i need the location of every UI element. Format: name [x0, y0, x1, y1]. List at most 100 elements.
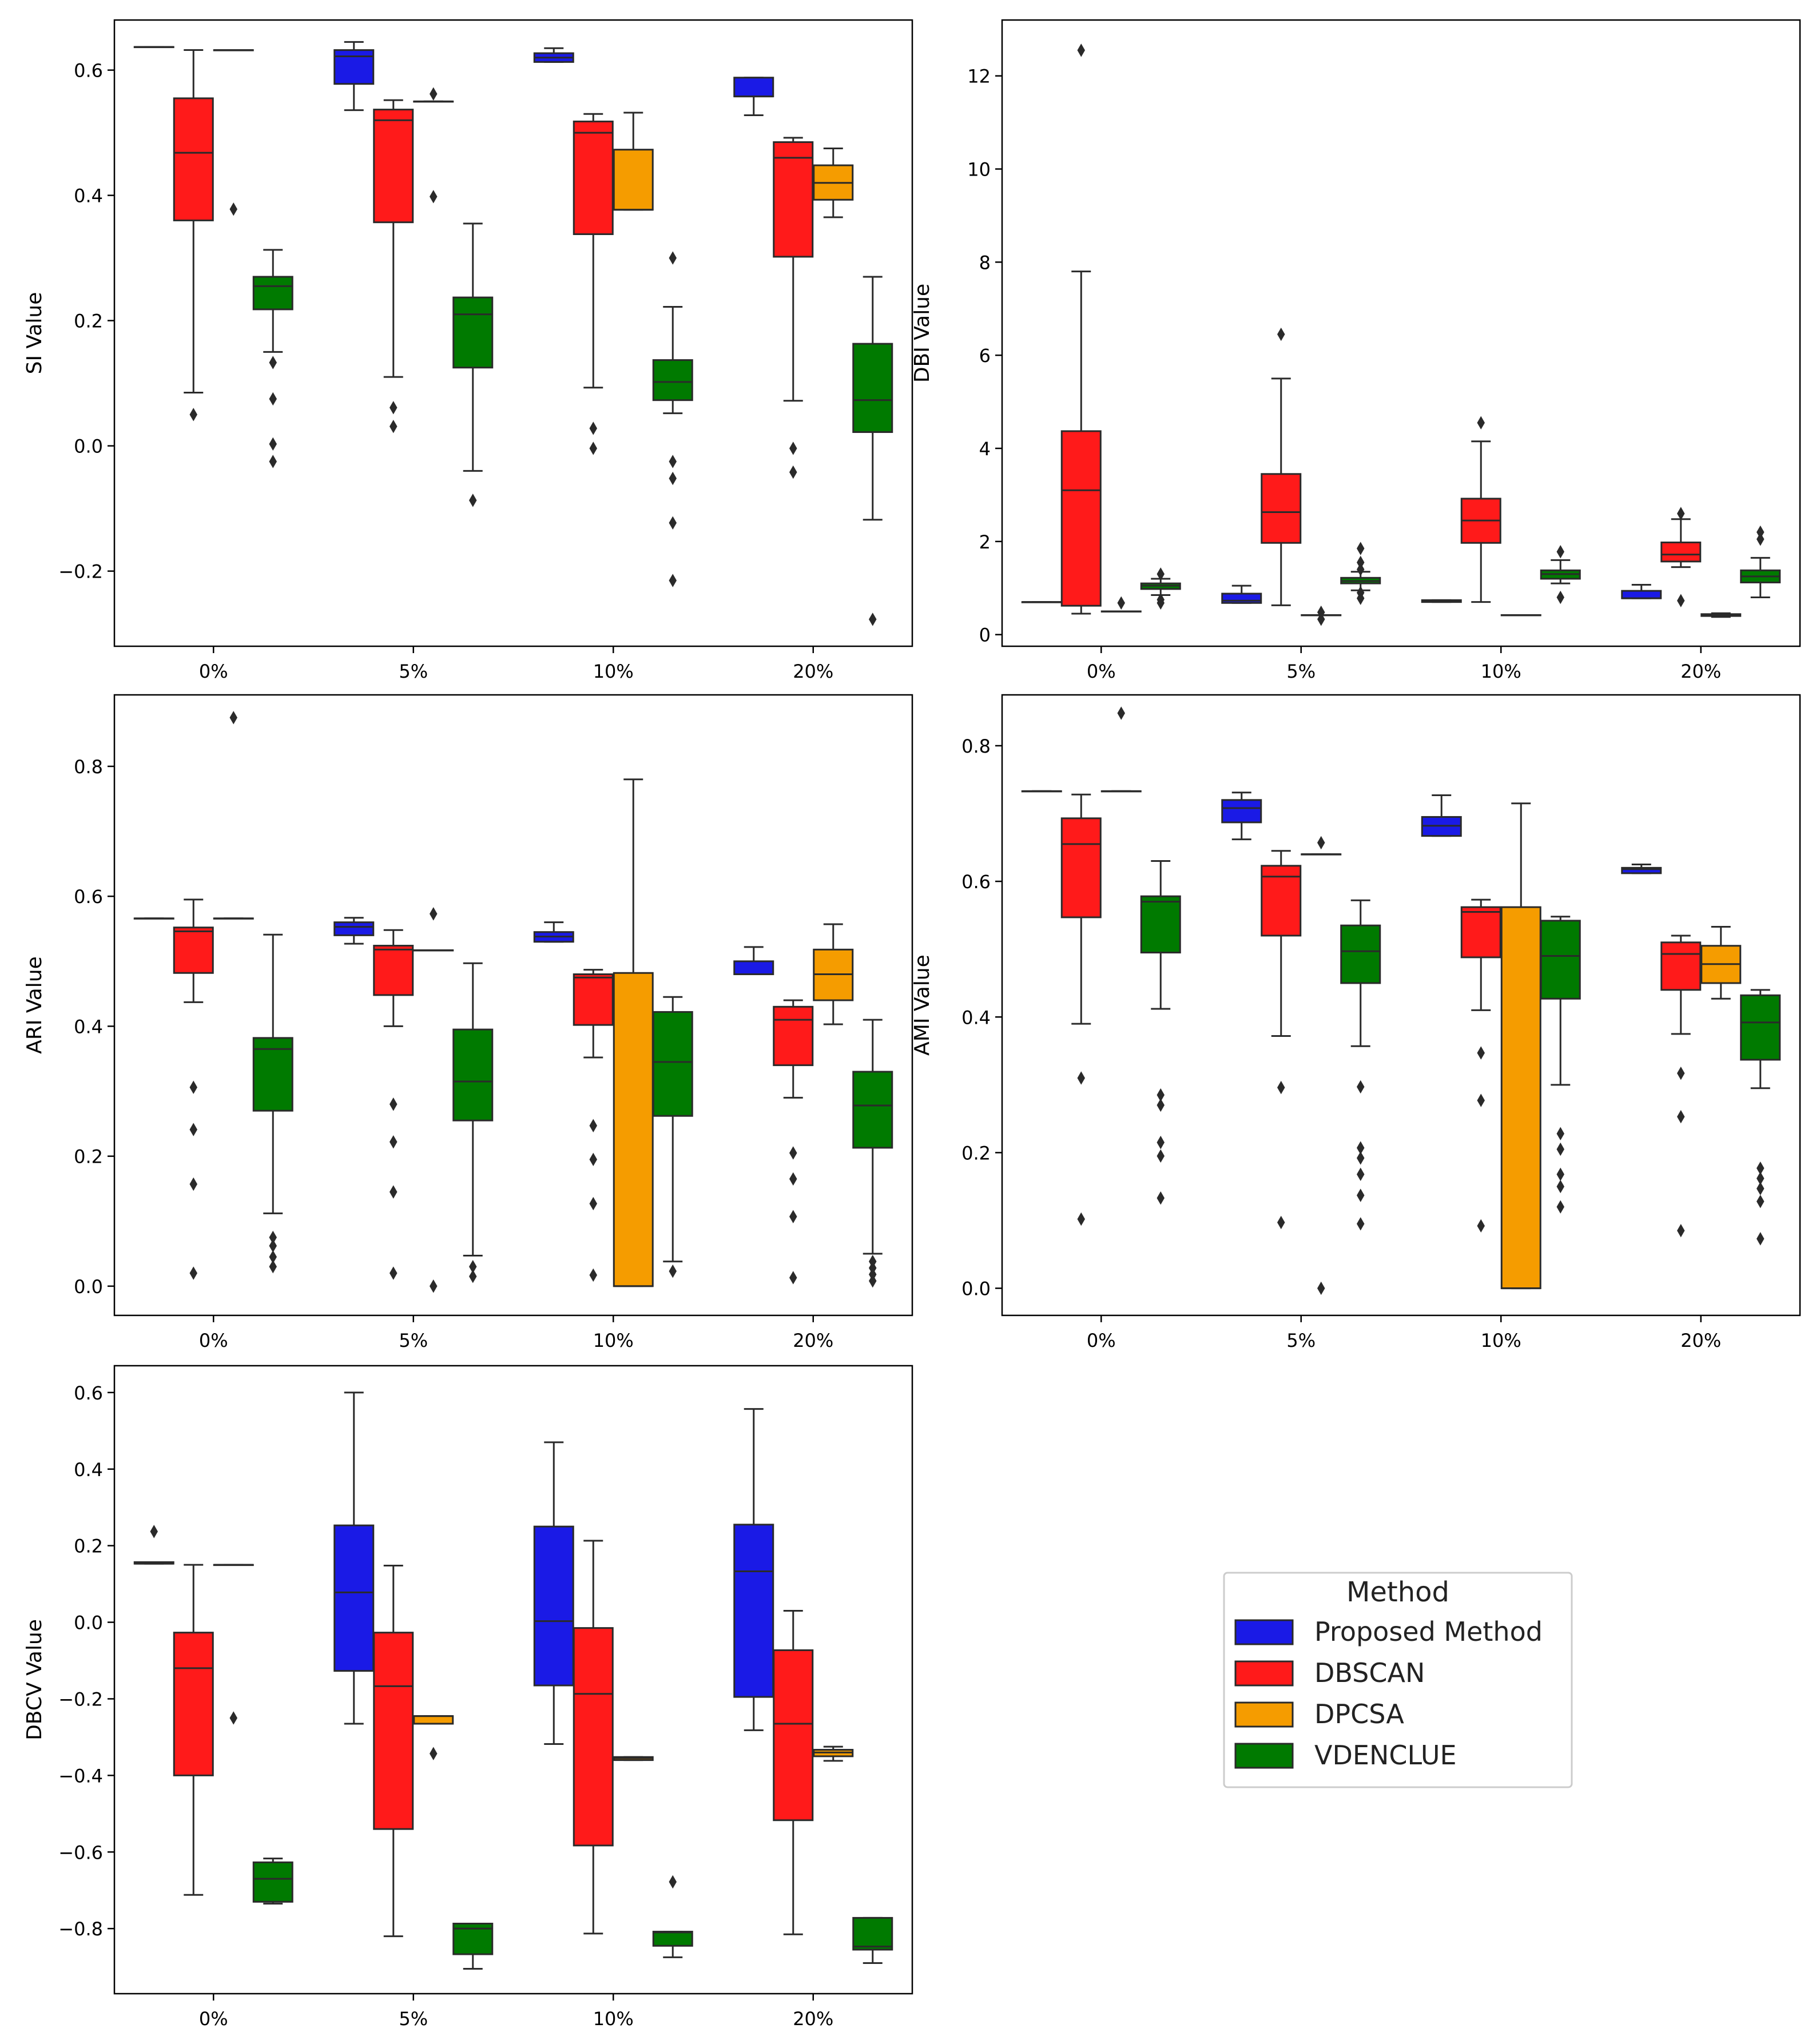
- outlier-point: [1277, 327, 1285, 341]
- box-vdenclue: [452, 222, 494, 507]
- y-tick-label: 0.2: [961, 1142, 991, 1164]
- x-tick-label: 0%: [199, 1330, 228, 1351]
- plot-frame: [1001, 694, 1801, 1317]
- box-proposed-method: [1221, 584, 1262, 604]
- x-tick-label: 5%: [1286, 661, 1316, 682]
- box-proposed-method: [533, 1441, 574, 1745]
- y-tick-label: 0.4: [74, 185, 103, 207]
- outlier-point: [1317, 605, 1325, 619]
- outlier-point: [269, 1230, 277, 1244]
- outlier-point: [669, 516, 677, 530]
- y-tick-label: 6: [979, 345, 991, 367]
- legend-swatch: [1234, 1619, 1294, 1645]
- box-iqr: [1660, 541, 1702, 563]
- outlier-point: [390, 1097, 398, 1111]
- outlier-point: [229, 202, 237, 216]
- box-iqr: [173, 1632, 214, 1776]
- box-proposed-method: [1221, 792, 1262, 841]
- x-tick-label: 20%: [793, 1330, 833, 1351]
- box-proposed-method: [1021, 790, 1062, 793]
- box-dpcsa: [413, 1715, 454, 1760]
- box-iqr: [452, 296, 494, 369]
- y-tick-label: 12: [967, 66, 991, 88]
- y-tick-label: −0.2: [58, 561, 103, 583]
- box-iqr: [652, 359, 693, 401]
- y-tick-label: 0: [979, 625, 991, 646]
- box-iqr: [373, 1632, 414, 1830]
- box-iqr: [613, 149, 654, 211]
- outlier-point: [1757, 1232, 1765, 1246]
- y-tick-label: 8: [979, 252, 991, 273]
- y-axis-label: DBCV Value: [23, 1619, 46, 1740]
- x-tick-label: 10%: [1481, 661, 1521, 682]
- outlier-point: [430, 190, 438, 204]
- box-dbscan: [573, 969, 614, 1282]
- outlier-point: [189, 1177, 197, 1191]
- outlier-point: [669, 471, 677, 486]
- box-iqr: [333, 921, 375, 936]
- box-iqr: [1460, 906, 1501, 959]
- chart-panel-4: 0.0 0.2 0.4 0.6 0.8 0% 5% 10% 20% AMI Value: [911, 694, 1801, 1351]
- outlier-point: [789, 442, 797, 455]
- box-iqr: [333, 49, 375, 85]
- box-dbscan: [173, 1564, 214, 1896]
- box-iqr: [852, 343, 893, 434]
- outlier-point: [589, 1119, 597, 1132]
- x-tick-label: 5%: [1286, 1330, 1316, 1351]
- outlier-point: [1677, 507, 1685, 520]
- box-proposed-method: [733, 946, 774, 976]
- outlier-point: [269, 392, 277, 406]
- plot-frame: [113, 694, 913, 1317]
- outlier-point: [390, 1185, 398, 1199]
- y-tick-label: 0.0: [961, 1278, 991, 1300]
- box-vdenclue: [1740, 525, 1781, 599]
- outlier-point: [469, 494, 477, 507]
- chart-panel-2: 0 2 4 6 8 10 12 0% 5% 10% 20% DBI Value: [911, 19, 1801, 682]
- legend-label: Proposed Method: [1314, 1616, 1543, 1647]
- box-iqr: [652, 1931, 693, 1947]
- box-iqr: [1540, 920, 1581, 1000]
- y-tick-label: 10: [967, 159, 991, 181]
- outlier-point: [1556, 1167, 1564, 1182]
- box-dpcsa: [413, 907, 454, 1293]
- box-vdenclue: [652, 1875, 693, 1958]
- box-vdenclue: [1140, 567, 1181, 610]
- plot-frame: [1001, 19, 1801, 647]
- legend-swatch: [1234, 1743, 1294, 1769]
- box-dbscan: [1060, 793, 1102, 1226]
- outlier-point: [1277, 1215, 1285, 1230]
- outlier-point: [669, 574, 677, 587]
- outlier-point: [1357, 562, 1365, 576]
- box-iqr: [573, 1627, 614, 1847]
- box-dpcsa: [413, 87, 454, 204]
- x-tick-label: 5%: [399, 661, 428, 682]
- legend-label: DBSCAN: [1314, 1657, 1425, 1688]
- outlier-point: [1757, 1195, 1765, 1208]
- box-iqr: [333, 1524, 375, 1672]
- box-dpcsa: [813, 923, 854, 1025]
- box-dbscan: [173, 898, 214, 1280]
- y-tick-label: 0.6: [74, 1382, 103, 1404]
- box-vdenclue: [1340, 542, 1381, 605]
- box-iqr: [573, 973, 614, 1026]
- box-dpcsa: [1700, 926, 1742, 1000]
- outlier-point: [430, 87, 438, 101]
- box-iqr: [373, 945, 414, 996]
- outlier-point: [1357, 555, 1365, 570]
- x-tick-label: 5%: [399, 1330, 428, 1351]
- outlier-point: [789, 1271, 797, 1285]
- chart-panel-3: 0.0 0.2 0.4 0.6 0.8 0% 5% 10% 20% ARI Value: [23, 694, 913, 1351]
- outlier-point: [1157, 1098, 1165, 1112]
- x-tick-label: 0%: [199, 2008, 228, 2030]
- outlier-point: [430, 1279, 438, 1293]
- box-iqr: [1221, 592, 1262, 604]
- box-dpcsa: [1100, 706, 1142, 793]
- y-tick-label: −0.8: [58, 1918, 103, 1940]
- box-vdenclue: [852, 1916, 893, 1964]
- outlier-point: [1357, 1217, 1365, 1231]
- outlier-point: [1317, 1281, 1325, 1295]
- box-dpcsa: [213, 1564, 254, 1725]
- box-dpcsa: [613, 1756, 654, 1761]
- box-iqr: [1660, 941, 1702, 991]
- box-proposed-method: [1421, 599, 1462, 603]
